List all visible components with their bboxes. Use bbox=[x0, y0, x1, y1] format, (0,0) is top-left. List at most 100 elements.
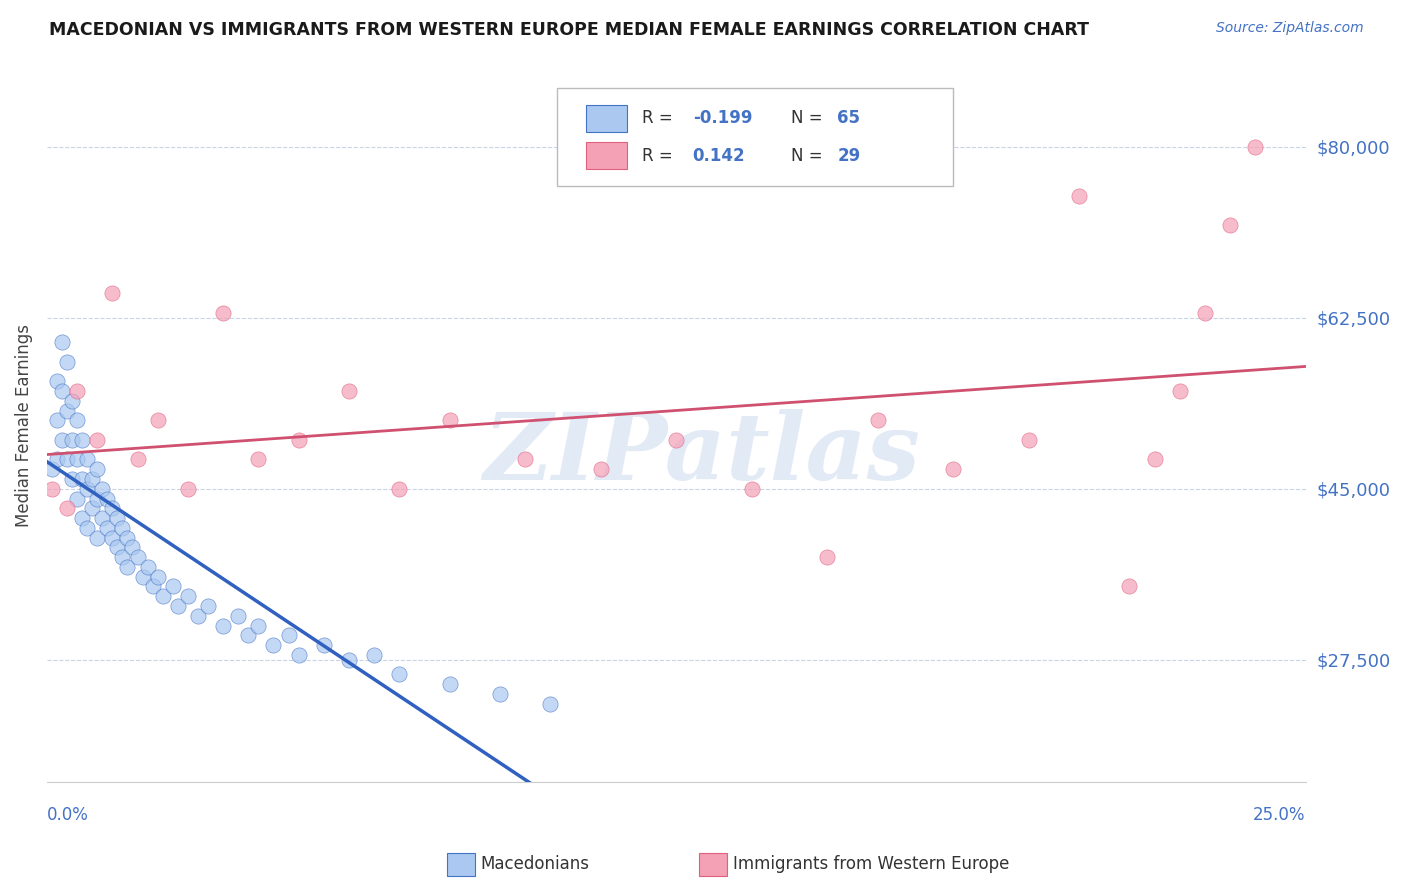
Text: N =: N = bbox=[790, 110, 828, 128]
FancyBboxPatch shape bbox=[557, 87, 953, 186]
Point bbox=[262, 638, 284, 652]
Point bbox=[70, 472, 93, 486]
Point bbox=[247, 618, 270, 632]
Point bbox=[287, 648, 309, 662]
Point bbox=[41, 482, 63, 496]
Point bbox=[212, 618, 235, 632]
Point bbox=[82, 501, 104, 516]
Point bbox=[127, 550, 149, 565]
Point bbox=[117, 531, 139, 545]
Point bbox=[101, 501, 124, 516]
Point bbox=[589, 462, 612, 476]
Point bbox=[117, 560, 139, 574]
Text: 0.142: 0.142 bbox=[693, 146, 745, 164]
Bar bbox=[586, 142, 627, 169]
Point bbox=[1143, 452, 1166, 467]
Point bbox=[111, 550, 134, 565]
Point bbox=[388, 667, 411, 681]
Point bbox=[96, 521, 118, 535]
Point bbox=[136, 560, 159, 574]
Point bbox=[66, 384, 89, 398]
Point bbox=[1118, 580, 1140, 594]
Point bbox=[1219, 218, 1241, 232]
Point bbox=[51, 335, 73, 350]
Point bbox=[1067, 188, 1090, 202]
Point bbox=[70, 433, 93, 447]
Text: 0.0%: 0.0% bbox=[46, 806, 89, 824]
Point bbox=[41, 462, 63, 476]
Point bbox=[91, 511, 114, 525]
Text: R =: R = bbox=[643, 146, 678, 164]
Point bbox=[312, 638, 335, 652]
Point bbox=[1244, 139, 1267, 153]
Point bbox=[247, 452, 270, 467]
Point bbox=[60, 393, 83, 408]
Point bbox=[76, 452, 98, 467]
Point bbox=[187, 608, 209, 623]
Point bbox=[105, 541, 128, 555]
Point bbox=[101, 531, 124, 545]
Point bbox=[1168, 384, 1191, 398]
Point bbox=[66, 491, 89, 506]
Text: R =: R = bbox=[643, 110, 678, 128]
Point bbox=[177, 589, 200, 603]
Point bbox=[91, 482, 114, 496]
Text: Macedonians: Macedonians bbox=[481, 855, 591, 873]
Point bbox=[101, 286, 124, 301]
Point bbox=[66, 413, 89, 427]
Point bbox=[515, 452, 537, 467]
Point bbox=[82, 472, 104, 486]
Point bbox=[111, 521, 134, 535]
Point bbox=[56, 501, 79, 516]
Text: 29: 29 bbox=[838, 146, 860, 164]
Point bbox=[142, 580, 165, 594]
Point bbox=[866, 413, 889, 427]
Point bbox=[363, 648, 385, 662]
Point bbox=[121, 541, 143, 555]
Text: 25.0%: 25.0% bbox=[1253, 806, 1306, 824]
Text: 65: 65 bbox=[838, 110, 860, 128]
Point bbox=[439, 413, 461, 427]
Point bbox=[815, 550, 838, 565]
Point bbox=[60, 433, 83, 447]
Point bbox=[96, 491, 118, 506]
Text: -0.199: -0.199 bbox=[693, 110, 752, 128]
Point bbox=[337, 384, 360, 398]
Point bbox=[439, 677, 461, 691]
Point bbox=[1194, 306, 1216, 320]
Point bbox=[1018, 433, 1040, 447]
Point bbox=[86, 462, 108, 476]
Point bbox=[86, 433, 108, 447]
Point bbox=[177, 482, 200, 496]
Point bbox=[46, 374, 69, 388]
Text: N =: N = bbox=[790, 146, 828, 164]
Point bbox=[51, 384, 73, 398]
Point bbox=[162, 580, 184, 594]
Point bbox=[56, 452, 79, 467]
Bar bbox=[586, 105, 627, 132]
Point bbox=[70, 511, 93, 525]
Point bbox=[56, 403, 79, 417]
Point bbox=[105, 511, 128, 525]
Point bbox=[538, 697, 561, 711]
Y-axis label: Median Female Earnings: Median Female Earnings bbox=[15, 324, 32, 527]
Point bbox=[337, 653, 360, 667]
Point bbox=[388, 482, 411, 496]
Text: MACEDONIAN VS IMMIGRANTS FROM WESTERN EUROPE MEDIAN FEMALE EARNINGS CORRELATION : MACEDONIAN VS IMMIGRANTS FROM WESTERN EU… bbox=[49, 21, 1090, 38]
Point bbox=[56, 355, 79, 369]
Point bbox=[86, 531, 108, 545]
Point bbox=[277, 628, 299, 642]
Point bbox=[76, 521, 98, 535]
Point bbox=[197, 599, 219, 613]
Point bbox=[942, 462, 965, 476]
Point bbox=[212, 306, 235, 320]
Point bbox=[127, 452, 149, 467]
Point bbox=[146, 570, 169, 584]
Point bbox=[238, 628, 260, 642]
Point bbox=[665, 433, 688, 447]
Bar bbox=[447, 853, 475, 876]
Bar bbox=[699, 853, 727, 876]
Point bbox=[66, 452, 89, 467]
Point bbox=[226, 608, 249, 623]
Point bbox=[46, 452, 69, 467]
